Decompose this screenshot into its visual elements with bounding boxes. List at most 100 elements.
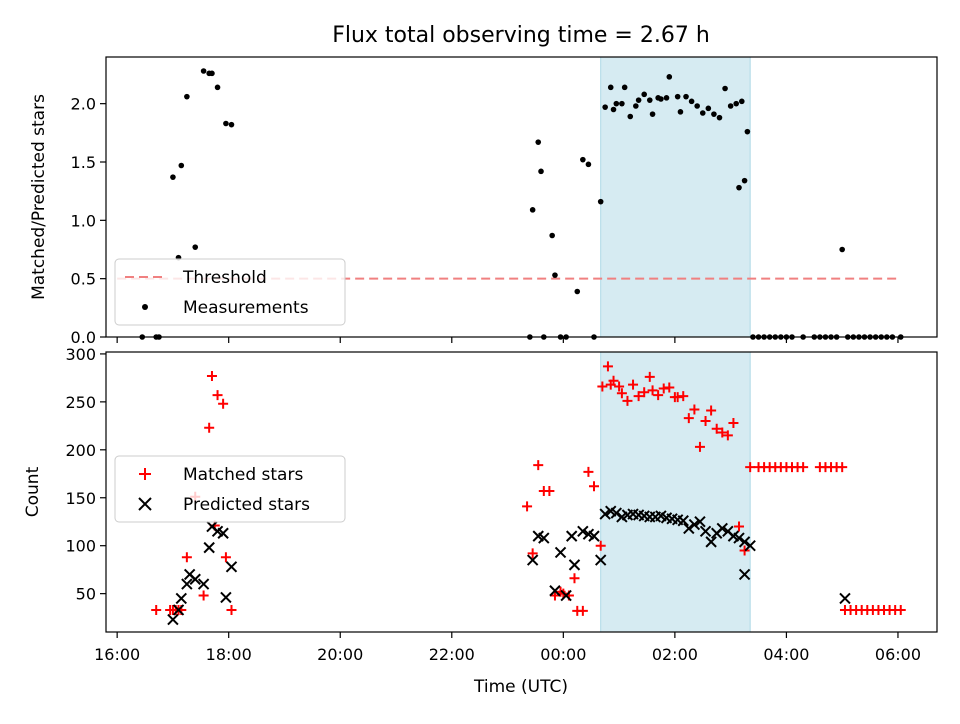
predicted-stars-point	[694, 516, 706, 528]
matched-stars-point	[734, 521, 745, 532]
measurement-point	[585, 161, 592, 168]
matched-stars-point	[644, 371, 655, 382]
legend-label: Predicted stars	[183, 495, 310, 515]
x-tick-label: 16:00	[94, 645, 140, 664]
matched-stars-point	[569, 573, 580, 584]
legend: Matched stars Predicted stars	[114, 455, 346, 523]
y-tick-label: 250	[65, 393, 96, 412]
measurement-point	[666, 74, 673, 80]
matched-stars-point	[694, 441, 705, 452]
measurement-point	[613, 100, 620, 107]
measurement-point	[619, 100, 625, 107]
x-tick-label: 00:00	[540, 645, 586, 664]
axes-frame	[105, 56, 938, 338]
matched-stars-point	[895, 604, 906, 615]
predicted-stars-point	[738, 568, 751, 581]
matched-stars-point	[639, 387, 650, 398]
matched-stars-point	[647, 385, 658, 396]
predicted-stars-point	[538, 532, 550, 544]
measurement-point	[607, 84, 614, 91]
measurement-point	[741, 177, 748, 184]
matched-stars-point	[220, 552, 231, 563]
matched-stars-point	[683, 413, 694, 424]
measurement-point	[677, 109, 684, 115]
matched-stars-point	[589, 481, 600, 492]
predicted-stars-point	[220, 591, 232, 604]
measurement-point	[621, 84, 628, 91]
matched-stars-point	[181, 552, 192, 563]
measurement-point	[602, 104, 608, 110]
top-panel: 0.0 0.5 1.0 1.5 2.0 Threshold Measurements	[71, 56, 938, 347]
matched-stars-point	[533, 460, 544, 471]
predicted-stars-point	[181, 578, 193, 590]
measurement-point	[538, 168, 544, 175]
measurement-point	[209, 70, 215, 77]
top-panel-y-axis-label: Matched/Predicted stars	[29, 94, 49, 300]
measurement-point	[597, 198, 604, 205]
x-tick-label: 02:00	[652, 645, 698, 664]
axes-frame	[105, 351, 938, 633]
measurement-point	[694, 103, 700, 109]
predicted-stars-point	[705, 536, 717, 548]
y-tick-label: 150	[65, 489, 96, 508]
y-tick-label: 2.0	[71, 95, 96, 114]
measurement-point	[214, 84, 221, 91]
matched-stars-point	[628, 379, 639, 390]
matched-stars-point	[544, 486, 555, 497]
x-tick-label: 06:00	[875, 645, 921, 664]
legend-predicted-swatch	[138, 497, 152, 511]
x-tick-label: 18:00	[206, 645, 252, 664]
predicted-stars-point	[175, 592, 187, 605]
measurement-point	[839, 246, 845, 253]
y-tick-label: 0.5	[71, 270, 96, 289]
measurement-point	[641, 91, 647, 98]
measurement-point	[646, 97, 653, 103]
predicted-stars-point	[549, 585, 561, 597]
matched-stars-point	[653, 390, 664, 401]
measurement-point	[736, 184, 742, 191]
matched-stars-point	[198, 590, 209, 601]
matched-stars-point	[212, 390, 223, 401]
measurement-point	[170, 174, 176, 180]
matched-stars-point	[218, 398, 229, 409]
matched-stars-point	[165, 604, 176, 615]
y-tick-label: 1.0	[71, 211, 96, 230]
measurement-point	[633, 103, 639, 109]
predicted-stars-point	[688, 518, 701, 531]
legend-box	[114, 455, 346, 523]
bottom-panel: 50 100 150 200 250 300 16:00 18:00 20:00 22:00 00:…	[65, 345, 938, 664]
predicted-stars-point	[225, 561, 238, 573]
predicted-stars-point	[197, 578, 210, 590]
y-tick-label: 1.5	[71, 153, 96, 172]
plot-layer: 0.0 0.5 1.0 1.5 2.0 Threshold Measurements 50 10…	[65, 56, 938, 664]
matched-stars-point	[595, 540, 606, 551]
predicted-stars-point	[839, 592, 851, 605]
matched-stars-point	[728, 417, 739, 428]
legend-matched-swatch	[139, 468, 151, 480]
measurement-point	[627, 113, 634, 120]
matched-stars-point	[597, 381, 608, 392]
matched-stars-point	[226, 604, 237, 615]
measurement-point	[649, 111, 656, 117]
matched-stars-point	[689, 404, 700, 415]
predicted-stars-point	[699, 525, 712, 538]
x-tick-label: 20:00	[317, 645, 363, 664]
matched-stars-point	[151, 604, 162, 615]
measurement-point	[529, 207, 536, 213]
matched-stars-point	[602, 361, 613, 372]
measurement-point	[574, 288, 581, 295]
matched-stars-point	[722, 430, 733, 441]
matched-stars-point	[614, 381, 625, 392]
measurement-point	[733, 100, 740, 107]
y-tick-label: 300	[65, 345, 96, 364]
matched-stars-point	[706, 405, 717, 416]
matched-stars-point	[711, 423, 722, 434]
predicted-stars-point	[217, 527, 229, 539]
matched-stars-point	[622, 395, 633, 406]
predicted-stars-point	[588, 530, 600, 542]
matched-stars-point	[527, 548, 538, 559]
measurement-point	[192, 244, 199, 250]
matched-stars-point	[206, 370, 217, 381]
measurement-point	[549, 232, 555, 239]
